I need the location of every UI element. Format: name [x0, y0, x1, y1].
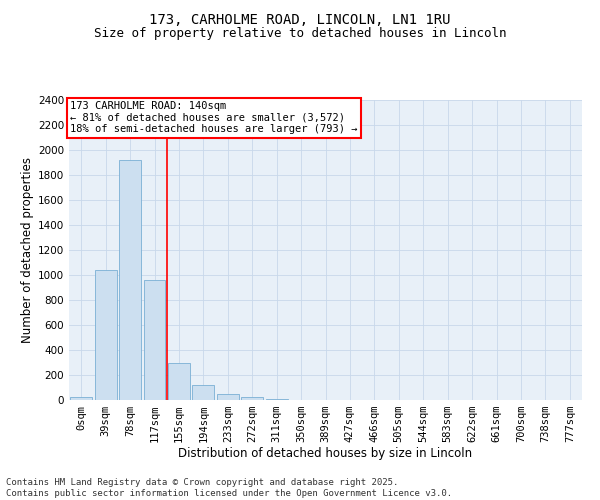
Text: Size of property relative to detached houses in Lincoln: Size of property relative to detached ho…: [94, 28, 506, 40]
Text: 173 CARHOLME ROAD: 140sqm
← 81% of detached houses are smaller (3,572)
18% of se: 173 CARHOLME ROAD: 140sqm ← 81% of detac…: [70, 101, 358, 134]
Bar: [143, 280, 166, 400]
Bar: [168, 362, 190, 400]
Bar: [119, 160, 141, 400]
Bar: [95, 270, 116, 400]
Y-axis label: Number of detached properties: Number of detached properties: [21, 157, 34, 343]
X-axis label: Distribution of detached houses by size in Lincoln: Distribution of detached houses by size …: [178, 446, 473, 460]
Text: Contains HM Land Registry data © Crown copyright and database right 2025.
Contai: Contains HM Land Registry data © Crown c…: [6, 478, 452, 498]
Bar: [241, 397, 263, 400]
Bar: [193, 385, 214, 400]
Bar: [266, 399, 287, 400]
Text: 173, CARHOLME ROAD, LINCOLN, LN1 1RU: 173, CARHOLME ROAD, LINCOLN, LN1 1RU: [149, 12, 451, 26]
Bar: [217, 394, 239, 400]
Bar: [70, 397, 92, 400]
